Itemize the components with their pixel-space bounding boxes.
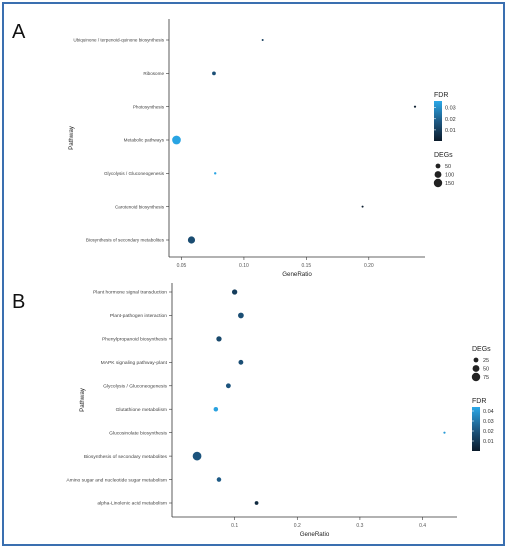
fdr-tick-label: 0.03 bbox=[483, 419, 494, 425]
panel-label-a: A bbox=[12, 21, 26, 43]
y-tick-label: Glycolysis / Gluconeogenesis bbox=[104, 171, 165, 176]
data-point bbox=[192, 451, 202, 461]
fdr-legend-title: FDR bbox=[472, 398, 486, 405]
fdr-tick-label: 0.04 bbox=[483, 409, 494, 415]
panel-label-b: B bbox=[12, 291, 25, 313]
degs-legend-title: DEGs bbox=[434, 152, 453, 159]
y-tick-label: Biosynthesis of secondary metabolites bbox=[84, 454, 168, 460]
y-axis-title: Pathway bbox=[79, 387, 86, 412]
x-tick-label: 0.2 bbox=[294, 523, 301, 529]
data-point bbox=[214, 172, 217, 175]
size-legend-point bbox=[434, 171, 442, 178]
figure-frame bbox=[2, 2, 505, 546]
data-point bbox=[213, 406, 219, 412]
size-legend-point bbox=[471, 372, 481, 382]
y-tick-label: Glutathione metabolism bbox=[116, 407, 167, 413]
y-tick-label: Phenylpropanoid biosynthesis bbox=[102, 337, 168, 343]
size-legend-label: 75 bbox=[483, 375, 489, 381]
y-tick-label: Carotenoid biosynthesis bbox=[115, 204, 165, 209]
x-axis-title: GeneRatio bbox=[300, 531, 330, 538]
y-tick-label: Ribosome bbox=[143, 71, 164, 76]
panel-a-chart: Ubiquinone / terpenoid-quinone biosynthe… bbox=[68, 19, 456, 278]
y-tick-label: MAPK signaling pathway-plant bbox=[101, 360, 168, 366]
data-point bbox=[361, 205, 364, 208]
data-point bbox=[443, 431, 446, 434]
y-tick-label: Ubiquinone / terpenoid-quinone biosynthe… bbox=[73, 38, 164, 43]
size-legend-label: 100 bbox=[445, 173, 454, 179]
data-point bbox=[216, 477, 222, 482]
size-legend-point bbox=[472, 365, 480, 372]
y-tick-label: alpha-Linolenic acid metabolism bbox=[97, 501, 167, 507]
size-legend-label: 25 bbox=[483, 358, 489, 364]
y-tick-label: Metabolic pathways bbox=[124, 138, 165, 143]
size-legend-label: 50 bbox=[483, 367, 489, 373]
data-point bbox=[238, 359, 244, 365]
panel-b-chart: Plant hormone signal transduction Plant-p… bbox=[66, 283, 494, 538]
fdr-tick-label: 0.02 bbox=[445, 117, 456, 123]
data-point bbox=[187, 236, 196, 244]
data-point bbox=[212, 71, 216, 76]
fdr-tick-label: 0.02 bbox=[483, 429, 494, 435]
y-tick-label: Glucosinolate biosynthesis bbox=[109, 430, 167, 436]
data-point bbox=[216, 336, 222, 342]
fdr-tick-label: 0.01 bbox=[483, 439, 494, 445]
size-legend-point bbox=[435, 163, 441, 169]
size-legend-label: 150 bbox=[445, 181, 454, 187]
size-legend-point bbox=[473, 357, 479, 363]
size-legend-label: 50 bbox=[445, 164, 451, 170]
y-tick-label: Photosynthesis bbox=[133, 104, 165, 109]
y-tick-label: Plant-pathogen interaction bbox=[110, 313, 167, 319]
fdr-colorbar bbox=[434, 101, 442, 141]
y-tick-label: Glycolysis / Gluconeogenesis bbox=[103, 383, 167, 389]
x-axis-title: GeneRatio bbox=[282, 271, 312, 278]
y-tick-label: Plant hormone signal transduction bbox=[93, 290, 167, 296]
x-tick-label: 0.05 bbox=[177, 263, 187, 269]
size-legend-point bbox=[433, 178, 443, 188]
fdr-tick-label: 0.01 bbox=[445, 128, 456, 134]
data-point bbox=[254, 501, 259, 505]
x-tick-label: 0.20 bbox=[364, 263, 374, 269]
y-axis-title: Pathway bbox=[68, 125, 75, 150]
x-tick-label: 0.3 bbox=[356, 523, 363, 529]
data-point bbox=[231, 289, 238, 295]
fdr-tick-label: 0.03 bbox=[445, 106, 456, 112]
fdr-colorbar bbox=[472, 407, 480, 451]
x-tick-label: 0.1 bbox=[231, 523, 238, 529]
data-point bbox=[238, 312, 244, 319]
data-point bbox=[261, 39, 264, 41]
fdr-legend-title: FDR bbox=[434, 92, 448, 99]
x-tick-label: 0.10 bbox=[239, 263, 249, 269]
data-point bbox=[413, 105, 417, 108]
y-tick-label: Amino sugar and nucleotide sugar metabol… bbox=[66, 477, 167, 483]
degs-legend-title: DEGs bbox=[472, 346, 491, 353]
y-tick-label: Biosynthesis of secondary metabolites bbox=[86, 238, 165, 243]
x-tick-label: 0.15 bbox=[301, 263, 311, 269]
x-tick-label: 0.4 bbox=[419, 523, 426, 529]
data-point bbox=[225, 383, 231, 389]
data-point bbox=[172, 135, 181, 145]
